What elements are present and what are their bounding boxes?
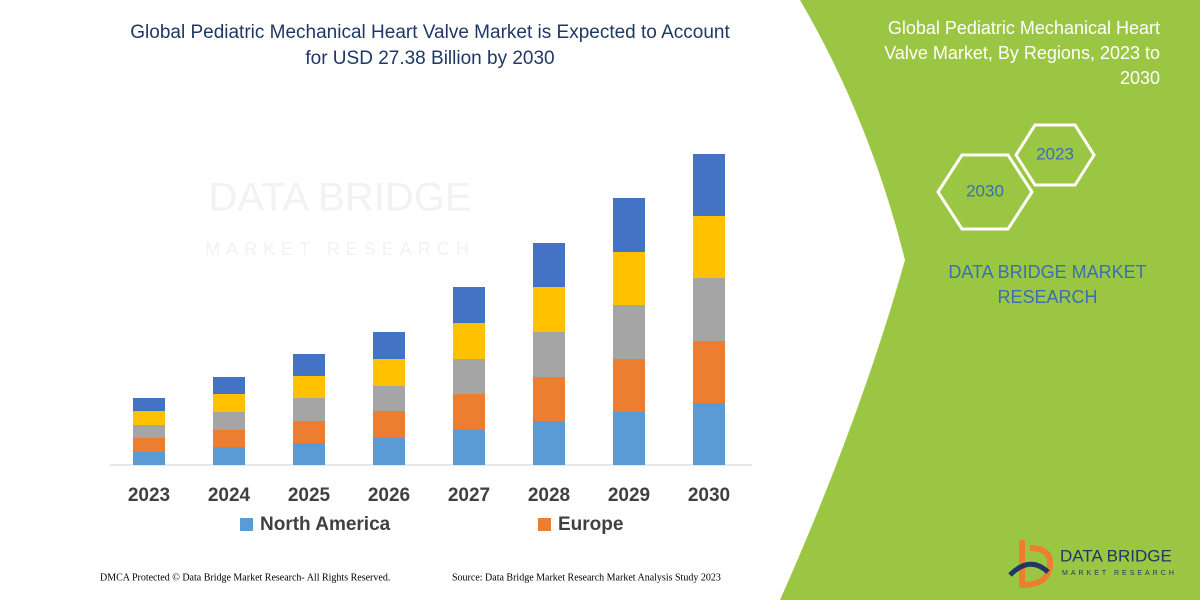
logo-icon bbox=[1008, 561, 1050, 577]
logo-name: DATA BRIDGE bbox=[1060, 546, 1172, 565]
legend-label: Europe bbox=[558, 514, 623, 535]
bar-segment bbox=[613, 412, 645, 465]
x-tick-label: 2023 bbox=[128, 485, 170, 506]
bar-segment bbox=[533, 287, 565, 332]
bar-segment bbox=[613, 198, 645, 252]
hexagon bbox=[936, 153, 1034, 231]
x-tick-label: 2027 bbox=[448, 485, 490, 506]
bar-segment bbox=[613, 359, 645, 412]
bar-segment bbox=[373, 386, 405, 411]
footer-copyright: DMCA Protected © Data Bridge Market Rese… bbox=[100, 572, 390, 583]
watermark: MARKET RESEARCH bbox=[205, 239, 475, 259]
x-tick-label: 2029 bbox=[608, 485, 650, 506]
x-tick-label: 2030 bbox=[688, 485, 730, 506]
logo-icon bbox=[1019, 540, 1054, 589]
bar-segment bbox=[213, 447, 245, 465]
bar-segment bbox=[453, 287, 485, 323]
badge: 2023 bbox=[1036, 144, 1074, 163]
bar-segment bbox=[293, 398, 325, 421]
watermark: DATA BRIDGE bbox=[208, 176, 471, 220]
bar-segment bbox=[693, 341, 725, 403]
side-brand: DATA BRIDGE MARKET RESEARCH bbox=[948, 262, 1147, 307]
logo-tagline: MARKET RESEARCH bbox=[1062, 570, 1177, 577]
hexagon bbox=[1014, 123, 1096, 187]
x-tick-label: 2025 bbox=[288, 485, 331, 506]
bar-segment bbox=[213, 394, 245, 412]
bar-segment bbox=[213, 430, 245, 447]
bar-segment bbox=[613, 305, 645, 359]
legend-label: North America bbox=[260, 514, 391, 535]
bar-segment bbox=[133, 452, 165, 465]
badge: 2030 bbox=[966, 181, 1004, 200]
bar-segment bbox=[693, 216, 725, 278]
bar-segment bbox=[533, 377, 565, 421]
x-tick-label: 2026 bbox=[368, 485, 410, 506]
bar-segment bbox=[693, 154, 725, 216]
bar-segment bbox=[293, 354, 325, 376]
bar-segment bbox=[133, 425, 165, 438]
bar-segment bbox=[453, 359, 485, 394]
bar-segment bbox=[213, 412, 245, 430]
legend-swatch bbox=[240, 518, 253, 531]
bar-segment bbox=[133, 411, 165, 425]
bar-segment bbox=[373, 438, 405, 465]
bar-segment bbox=[693, 278, 725, 341]
bar-segment bbox=[533, 421, 565, 465]
bar-segment bbox=[613, 252, 645, 305]
bar-segment bbox=[453, 430, 485, 465]
bar-segment bbox=[293, 376, 325, 398]
side-panel-bg bbox=[780, 0, 1200, 600]
bar-segment bbox=[213, 377, 245, 394]
bar-segment bbox=[293, 443, 325, 465]
bar-segment bbox=[453, 394, 485, 430]
bar-segment bbox=[453, 323, 485, 359]
bar-segment bbox=[693, 403, 725, 465]
bar-segment bbox=[133, 398, 165, 411]
bar-segment bbox=[373, 359, 405, 386]
side-title: Global Pediatric Mechanical Heart Valve … bbox=[884, 18, 1160, 88]
chart-title: Global Pediatric Mechanical Heart Valve … bbox=[130, 22, 730, 69]
legend-swatch bbox=[538, 518, 551, 531]
x-tick-label: 2024 bbox=[208, 485, 251, 506]
bar-segment bbox=[373, 332, 405, 359]
bar-segment bbox=[133, 438, 165, 452]
bar-segment bbox=[533, 243, 565, 287]
footer-source: Source: Data Bridge Market Research Mark… bbox=[452, 572, 721, 583]
x-tick-label: 2028 bbox=[528, 485, 570, 506]
bar-segment bbox=[293, 421, 325, 443]
bar-segment bbox=[373, 411, 405, 438]
bar-segment bbox=[533, 332, 565, 377]
